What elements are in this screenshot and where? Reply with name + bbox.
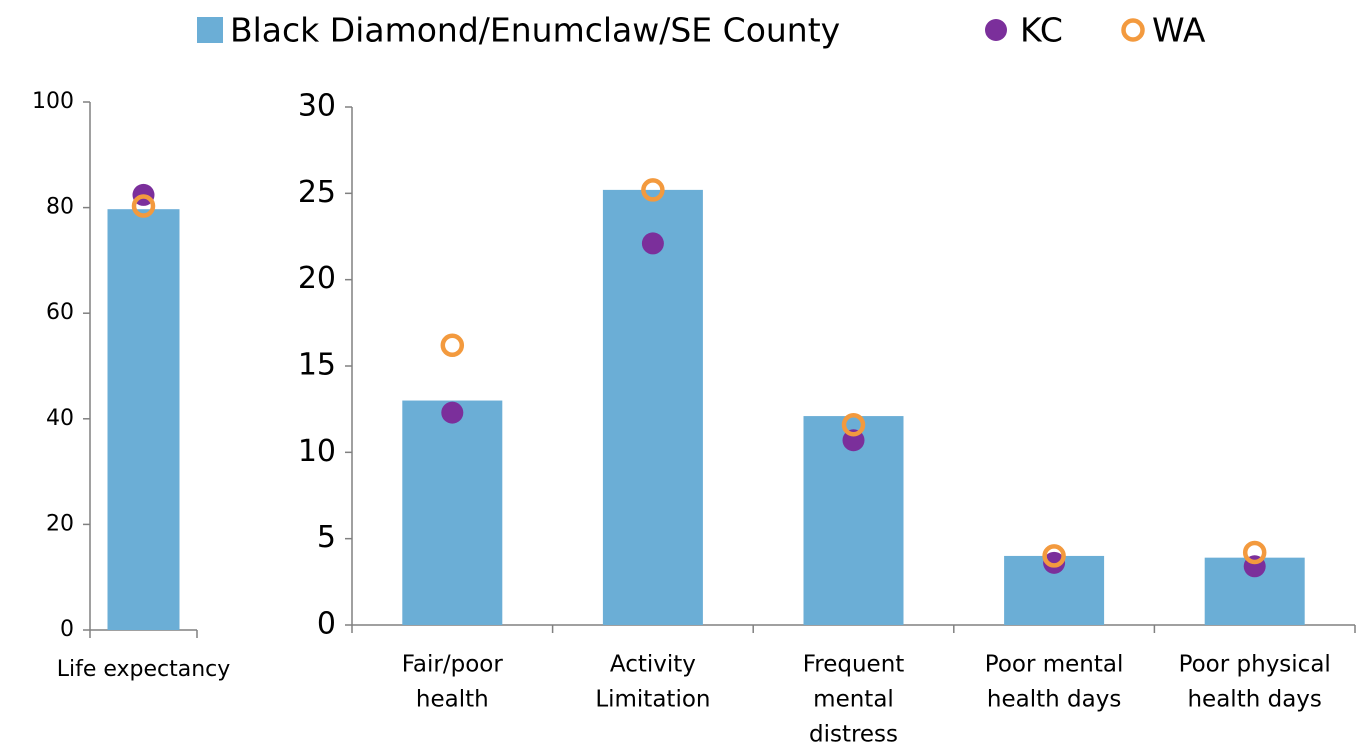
wa-marker	[641, 178, 665, 202]
kc-marker	[1043, 551, 1066, 574]
x-tick-label: health days	[987, 687, 1121, 713]
x-tick-label: mental	[813, 687, 894, 713]
wa-marker	[440, 333, 465, 358]
wa-marker	[1042, 544, 1066, 568]
y-tick-label: 5	[317, 520, 336, 555]
x-tick-label: Frequent	[803, 652, 905, 678]
kc-marker	[641, 232, 664, 255]
y-tick-label: 10	[298, 434, 336, 469]
y-tick-label: 25	[298, 175, 336, 210]
legend-label: WA	[1152, 11, 1206, 50]
wa-marker	[841, 412, 866, 437]
bar	[402, 400, 503, 625]
legend-swatch	[1121, 18, 1145, 42]
bar	[602, 189, 703, 625]
wa-marker	[131, 194, 156, 218]
y-tick-label: 40	[46, 406, 74, 431]
x-tick-label: Limitation	[595, 687, 710, 713]
bar	[107, 209, 180, 630]
y-tick-label: 20	[46, 511, 74, 536]
y-tick-label: 80	[46, 195, 74, 220]
x-tick-label: health days	[1187, 687, 1321, 713]
y-tick-label: 0	[317, 607, 336, 642]
y-tick-label: 30	[298, 89, 336, 124]
legend-swatch	[197, 17, 223, 43]
legend-swatch	[985, 19, 1007, 41]
y-tick-label: 20	[298, 261, 336, 296]
wa-marker	[1242, 540, 1267, 565]
x-tick-label: Activity	[610, 652, 696, 678]
kc-marker	[441, 401, 464, 424]
y-tick-label: 15	[298, 348, 336, 383]
x-tick-label: Poor mental	[985, 652, 1124, 678]
legend-label: KC	[1020, 11, 1063, 50]
x-tick-label: Poor physical	[1179, 652, 1331, 678]
y-tick-label: 60	[46, 300, 74, 325]
x-tick-label: health	[416, 687, 489, 713]
y-tick-label: 100	[32, 89, 74, 114]
x-tick-label: Fair/poor	[402, 652, 504, 678]
x-tick-label: Life expectancy	[57, 657, 231, 682]
x-tick-label: distress	[809, 722, 898, 748]
y-tick-label: 0	[60, 617, 74, 642]
legend-label: Black Diamond/Enumclaw/SE County	[230, 11, 840, 50]
